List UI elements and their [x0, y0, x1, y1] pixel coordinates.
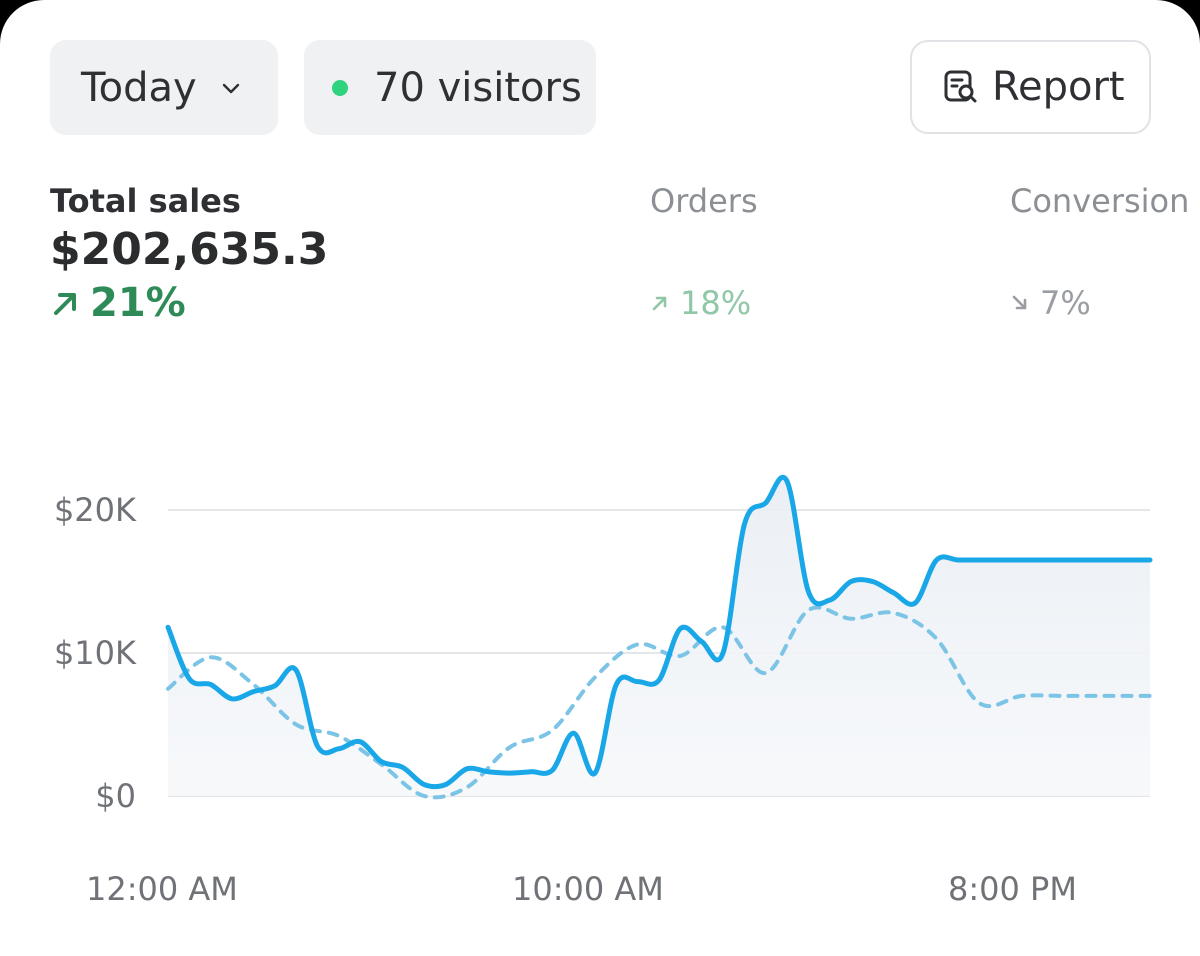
- arrow-up-right-icon: [652, 296, 667, 311]
- y-tick-label-0: $0: [95, 777, 136, 815]
- visitors-label: 70 visitors: [374, 64, 582, 111]
- x-tick-label-8pm: 8:00 PM: [948, 870, 1077, 908]
- total-sales-delta-value: 21%: [90, 280, 186, 326]
- series-line-comparison[interactable]: [166, 605, 1152, 800]
- conversion-label: Conversion: [1010, 182, 1190, 220]
- conversion-value-redacted: [1010, 222, 1189, 278]
- report-button-label: Report: [992, 64, 1125, 110]
- period-selector[interactable]: Today: [50, 40, 278, 135]
- y-tick-label-20k: $20K: [53, 491, 136, 529]
- orders-delta-value: 18%: [680, 284, 752, 322]
- total-sales-label: Total sales: [50, 182, 241, 220]
- chevron-down-icon: [222, 83, 239, 93]
- x-tick-label-10am: 10:00 AM: [512, 870, 664, 908]
- conversion-delta: 7%: [1010, 278, 1189, 328]
- y-tick-label-10k: $10K: [53, 634, 136, 672]
- orders-value-redacted: [650, 222, 758, 278]
- live-dot-icon: [332, 79, 348, 96]
- conversion-delta-value: 7%: [1040, 284, 1091, 322]
- metric-conversion[interactable]: Conversion 7%: [1010, 180, 1189, 328]
- total-sales-value: $202,635.3: [50, 224, 329, 275]
- orders-delta: 18%: [650, 278, 758, 328]
- arrow-up-right-icon: [54, 293, 76, 315]
- metric-orders[interactable]: Orders 18%: [650, 180, 758, 328]
- metric-total-sales[interactable]: Total sales $202,635.3 21%: [50, 180, 328, 328]
- total-sales-delta: 21%: [50, 278, 328, 328]
- series-line-today[interactable]: [165, 475, 1153, 790]
- x-tick-label-12am: 12:00 AM: [86, 870, 238, 908]
- report-search-icon: [944, 70, 977, 103]
- period-selector-label: Today: [81, 64, 197, 111]
- arrow-down-right-icon: [1012, 295, 1027, 310]
- series-area-today: [168, 477, 1150, 796]
- visitors-badge[interactable]: 70 visitors: [304, 40, 596, 135]
- report-button[interactable]: Report: [910, 40, 1151, 134]
- orders-label: Orders: [650, 182, 758, 220]
